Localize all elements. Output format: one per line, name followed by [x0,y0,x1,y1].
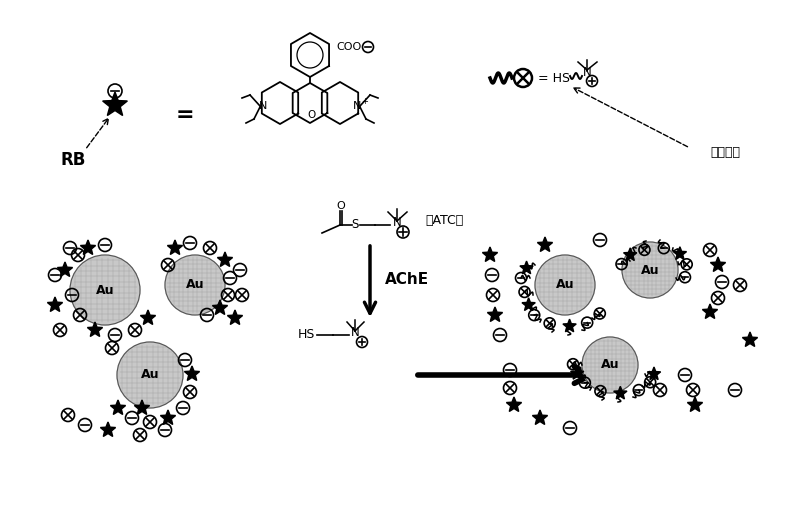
Circle shape [70,255,140,325]
Polygon shape [538,237,553,251]
Text: （ATC）: （ATC） [425,214,463,227]
Polygon shape [58,262,73,276]
Polygon shape [212,300,228,315]
Polygon shape [742,332,758,346]
Circle shape [622,242,678,298]
Text: +: + [362,96,369,106]
Text: Au: Au [641,264,659,277]
Polygon shape [134,400,150,415]
Polygon shape [702,304,718,319]
Polygon shape [506,397,522,412]
Polygon shape [522,298,535,311]
Polygon shape [218,252,233,267]
Text: Au: Au [141,369,159,381]
Circle shape [117,342,183,408]
Text: N: N [350,327,359,339]
Text: S: S [351,219,358,231]
Text: COO: COO [336,42,362,52]
Polygon shape [80,240,96,255]
Polygon shape [563,319,576,332]
Polygon shape [482,247,498,262]
Polygon shape [647,367,661,380]
Polygon shape [87,322,102,336]
Polygon shape [47,297,62,312]
Text: O: O [307,110,315,120]
Polygon shape [710,257,726,272]
Text: HS: HS [298,328,315,341]
Text: AChE: AChE [385,273,429,287]
Polygon shape [623,248,637,261]
Text: N: N [353,101,361,111]
Polygon shape [674,247,686,260]
Text: N: N [582,67,591,79]
Text: N: N [393,217,402,229]
Polygon shape [570,367,584,379]
Text: O: O [337,201,346,211]
Text: 硫代胆碱: 硫代胆碱 [710,146,740,160]
Polygon shape [227,310,242,325]
Circle shape [582,337,638,393]
Text: =: = [176,105,194,125]
Polygon shape [520,261,534,274]
Text: N: N [259,101,267,111]
Text: Au: Au [186,278,204,291]
Circle shape [165,255,225,315]
Polygon shape [110,400,126,415]
Text: Au: Au [96,283,114,296]
Polygon shape [160,410,176,425]
Polygon shape [532,410,548,425]
Polygon shape [487,307,502,322]
Polygon shape [140,310,156,325]
Circle shape [535,255,595,315]
Polygon shape [167,240,182,255]
Polygon shape [102,92,127,116]
Polygon shape [184,366,200,380]
Text: = HS: = HS [538,72,570,84]
Text: RB: RB [60,151,86,169]
Text: Au: Au [601,359,619,372]
Polygon shape [687,397,702,412]
Polygon shape [100,422,116,436]
Text: Au: Au [556,278,574,291]
Polygon shape [614,386,627,399]
